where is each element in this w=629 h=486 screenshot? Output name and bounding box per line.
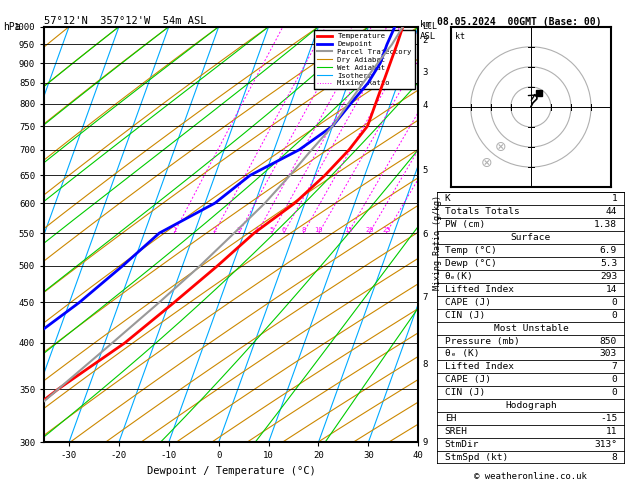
Text: 0: 0 [611, 297, 617, 307]
Text: 3: 3 [422, 69, 428, 77]
Text: 303: 303 [600, 349, 617, 359]
Text: 8: 8 [611, 453, 617, 462]
Text: 7: 7 [422, 293, 428, 302]
Text: 2: 2 [212, 227, 216, 233]
Text: 0: 0 [611, 388, 617, 398]
Text: 5: 5 [269, 227, 274, 233]
Text: 6.9: 6.9 [600, 246, 617, 255]
Text: 15: 15 [343, 227, 352, 233]
Text: 1.38: 1.38 [594, 220, 617, 229]
Text: 1: 1 [611, 194, 617, 203]
Text: StmSpd (kt): StmSpd (kt) [445, 453, 508, 462]
Text: 6: 6 [282, 227, 286, 233]
Text: 293: 293 [600, 272, 617, 281]
Text: SREH: SREH [445, 427, 467, 436]
Text: CIN (J): CIN (J) [445, 311, 485, 320]
Text: Most Unstable: Most Unstable [494, 324, 568, 332]
Text: 5.3: 5.3 [600, 259, 617, 268]
Text: 5: 5 [422, 166, 428, 175]
Text: θₑ (K): θₑ (K) [445, 349, 479, 359]
Text: -15: -15 [600, 414, 617, 423]
Text: ⊗: ⊗ [495, 140, 506, 154]
Text: Dewp (°C): Dewp (°C) [445, 259, 496, 268]
Text: EH: EH [445, 414, 456, 423]
Text: Hodograph: Hodograph [505, 401, 557, 410]
Text: 850: 850 [600, 336, 617, 346]
Text: km: km [420, 20, 431, 30]
Text: CIN (J): CIN (J) [445, 388, 485, 398]
Text: ASL: ASL [420, 32, 437, 41]
Text: 2: 2 [422, 36, 428, 45]
Text: hPa: hPa [3, 22, 21, 32]
Text: kt: kt [455, 32, 465, 40]
Text: 8: 8 [422, 360, 428, 369]
Legend: Temperature, Dewpoint, Parcel Trajectory, Dry Adiabat, Wet Adiabat, Isotherm, Mi: Temperature, Dewpoint, Parcel Trajectory… [314, 30, 415, 89]
Text: Lifted Index: Lifted Index [445, 285, 514, 294]
Text: © weatheronline.co.uk: © weatheronline.co.uk [474, 472, 587, 481]
Text: 4: 4 [255, 227, 259, 233]
Text: LCL: LCL [422, 22, 437, 31]
Text: 0: 0 [611, 375, 617, 384]
X-axis label: Dewpoint / Temperature (°C): Dewpoint / Temperature (°C) [147, 466, 316, 476]
Text: PW (cm): PW (cm) [445, 220, 485, 229]
Text: 14: 14 [606, 285, 617, 294]
Text: Temp (°C): Temp (°C) [445, 246, 496, 255]
Text: 7: 7 [611, 363, 617, 371]
Text: 20: 20 [365, 227, 374, 233]
Text: 1: 1 [172, 227, 176, 233]
Text: 57°12'N  357°12'W  54m ASL: 57°12'N 357°12'W 54m ASL [44, 16, 206, 26]
Text: Pressure (mb): Pressure (mb) [445, 336, 520, 346]
Text: 6: 6 [422, 230, 428, 239]
Text: Lifted Index: Lifted Index [445, 363, 514, 371]
Text: 08.05.2024  00GMT (Base: 00): 08.05.2024 00GMT (Base: 00) [437, 17, 602, 27]
Text: ⊗: ⊗ [481, 156, 493, 170]
Text: 313°: 313° [594, 440, 617, 449]
Text: 44: 44 [606, 207, 617, 216]
Text: 25: 25 [382, 227, 391, 233]
Text: K: K [445, 194, 450, 203]
Text: CAPE (J): CAPE (J) [445, 297, 491, 307]
Text: Surface: Surface [511, 233, 551, 242]
Text: 3: 3 [237, 227, 241, 233]
Text: 0: 0 [611, 311, 617, 320]
Text: 10: 10 [314, 227, 323, 233]
Text: 9: 9 [422, 438, 428, 447]
Text: Totals Totals: Totals Totals [445, 207, 520, 216]
Text: 8: 8 [301, 227, 306, 233]
Text: 11: 11 [606, 427, 617, 436]
Text: 4: 4 [422, 102, 428, 110]
Text: StmDir: StmDir [445, 440, 479, 449]
Text: CAPE (J): CAPE (J) [445, 375, 491, 384]
Text: θₑ(K): θₑ(K) [445, 272, 474, 281]
Text: Mixing Ratio (g/kg): Mixing Ratio (g/kg) [433, 195, 442, 291]
